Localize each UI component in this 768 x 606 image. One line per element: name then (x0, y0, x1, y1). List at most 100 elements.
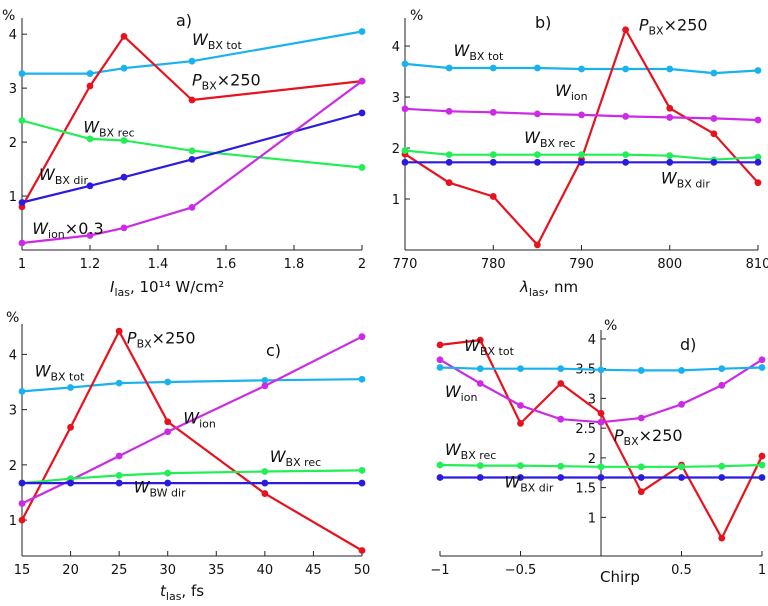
data-point-dir (67, 479, 74, 487)
y-axis-label: % (410, 8, 423, 24)
data-point-ion (678, 400, 685, 408)
data-point-rec (489, 151, 497, 159)
y-tick-label: 4 (9, 28, 17, 43)
data-point-ion (18, 239, 26, 247)
data-point-tot (533, 64, 541, 72)
x-tick-label: −0.5 (505, 563, 537, 578)
series-line-P (21, 330, 363, 552)
data-point-dir (188, 155, 196, 163)
series-label-tot: WBX tot (464, 336, 514, 358)
data-point-ion (637, 414, 645, 422)
x-tick-label: 1.8 (284, 257, 305, 272)
y-tick-label: 2 (588, 452, 596, 467)
data-point-ion (489, 108, 497, 116)
data-point-ion (164, 428, 172, 436)
data-point-rec (358, 466, 366, 474)
series-label-dir: WBX dir (661, 169, 710, 191)
series-label-dir: WBX dir (504, 473, 553, 495)
data-point-rec (358, 164, 366, 171)
data-point-ion (358, 77, 366, 85)
data-point-dir (718, 474, 726, 481)
y-axis-label: % (6, 310, 19, 326)
data-point-P (622, 26, 630, 34)
data-point-tot (86, 70, 94, 77)
panel-label: b) (535, 13, 551, 32)
y-tick-label: 1 (392, 193, 400, 208)
data-point-ion (557, 415, 565, 423)
data-point-P (533, 241, 541, 249)
data-point-dir (120, 173, 128, 181)
data-point-rec (401, 147, 409, 154)
data-point-tot (67, 384, 74, 391)
data-point-dir (578, 158, 585, 166)
y-tick-label: 2.5 (575, 422, 596, 437)
series-label-ion: Wion (183, 408, 216, 430)
y-tick-label: 4 (588, 333, 596, 348)
y-tick-label: 1 (9, 190, 17, 205)
y-axis-label: % (2, 8, 15, 24)
x-axis-label: Ilas, 10¹⁴ W/cm² (110, 278, 224, 299)
data-point-tot (445, 64, 453, 72)
y-tick-label: 4 (9, 348, 17, 363)
data-point-dir (758, 474, 766, 481)
series-line-P (404, 28, 759, 246)
panel-b: 770 780 790 800 810 1 2 3 4% b) λlas, nm WBX tot PBX… (392, 8, 768, 299)
data-point-tot (754, 67, 762, 74)
data-point-tot (115, 379, 123, 387)
data-point-dir (261, 479, 269, 487)
data-point-P (489, 193, 497, 200)
data-point-P (517, 419, 524, 427)
data-point-dir (666, 158, 674, 166)
data-point-tot (436, 364, 444, 371)
data-point-rec (445, 151, 453, 159)
data-point-P (358, 547, 366, 554)
data-point-P (710, 130, 718, 138)
x-tick-label: 0.5 (671, 563, 692, 578)
panel-label: d) (680, 335, 696, 354)
y-tick-label: 1 (9, 514, 17, 529)
data-point-P (445, 179, 453, 187)
x-tick-label: −1 (430, 563, 449, 578)
data-point-dir (164, 479, 172, 487)
y-tick-label: 3 (9, 82, 17, 97)
data-point-rec (164, 469, 172, 477)
series-label-tot: WBX tot (192, 30, 242, 52)
x-tick-label: 35 (208, 563, 225, 578)
y-tick-label: 2 (9, 459, 17, 474)
data-point-ion (18, 500, 26, 507)
series-label-tot: WBX tot (454, 41, 504, 63)
data-point-dir (18, 479, 26, 487)
data-point-ion (517, 402, 524, 409)
data-point-rec (637, 463, 645, 471)
x-axis-label: λlas, nm (519, 278, 578, 299)
data-point-dir (476, 474, 484, 481)
data-point-P (115, 327, 123, 335)
data-point-tot (401, 60, 409, 68)
x-tick-label: 15 (14, 563, 31, 578)
data-point-P (476, 336, 484, 344)
data-point-ion (578, 111, 585, 119)
data-point-ion (622, 113, 630, 120)
data-point-tot (18, 387, 26, 395)
data-point-dir (401, 158, 409, 166)
data-point-P (188, 96, 196, 104)
data-point-P (67, 423, 74, 431)
y-tick-label: 2 (9, 136, 17, 151)
data-point-rec (517, 462, 524, 469)
series-label-rec: WBX rec (270, 447, 322, 469)
data-point-rec (115, 471, 123, 479)
x-tick-label: 20 (62, 563, 79, 578)
y-tick-label: 1 (588, 511, 596, 526)
panel-a: 1 1.2 1.4 1.6 1.8 2 1 2 3 4% a) Ilas, 10¹⁴ W/cm² WBX… (2, 8, 366, 299)
data-point-P (164, 418, 172, 426)
series-line-tot (21, 378, 363, 393)
data-point-dir (637, 474, 645, 481)
series-label-ion: Wion (445, 382, 478, 404)
data-point-ion (718, 381, 726, 389)
data-point-P (718, 534, 726, 542)
data-point-tot (358, 375, 366, 383)
data-point-rec (261, 468, 269, 475)
data-point-tot (622, 65, 630, 73)
data-point-tot (18, 70, 26, 77)
